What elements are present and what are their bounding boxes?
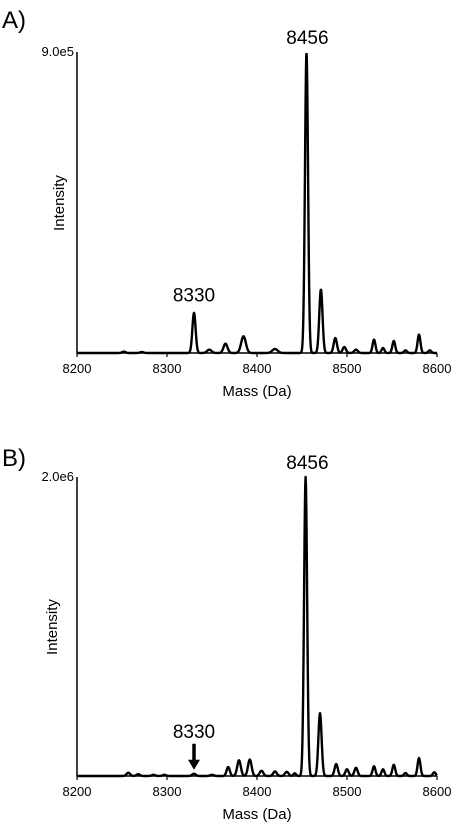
x-tick-label: 8600	[423, 361, 452, 376]
x-tick-label: 8600	[423, 784, 452, 799]
x-tick-label: 8200	[63, 361, 92, 376]
panel-label: B)	[2, 445, 26, 472]
panel-label: A)	[2, 7, 26, 34]
y-max-label: 2.0e6	[41, 469, 74, 484]
x-tick-label: 8400	[243, 361, 272, 376]
spectrum-trace	[76, 52, 438, 355]
peak-label: 8330	[173, 722, 215, 743]
x-tick-label: 8300	[153, 784, 182, 799]
y-axis-title: Intensity	[51, 175, 68, 231]
panel-b: B) 2.0e6 8200 8300 8400 8500 8600 Mass (Da) Inte…	[2, 445, 451, 823]
x-axis-title: Mass (Da)	[222, 383, 291, 400]
x-axis-title: Mass (Da)	[222, 806, 291, 823]
peak-label: 8330	[173, 286, 215, 307]
peak-label: 8456	[286, 28, 328, 49]
x-tick-label: 8500	[333, 784, 362, 799]
x-tick-label: 8300	[153, 361, 182, 376]
arrow-head-icon	[188, 759, 200, 770]
y-axis-title: Intensity	[44, 599, 61, 655]
panel-a: A) 9.0e5 8200 8300 8400 8500 8600 Mass (Da) Inte…	[2, 7, 451, 400]
x-tick-label: 8400	[243, 784, 272, 799]
x-tick-label: 8200	[63, 784, 92, 799]
y-max-label: 9.0e5	[41, 44, 74, 59]
peak-label: 8456	[286, 453, 328, 474]
spectrum-trace	[76, 475, 438, 778]
x-tick-label: 8500	[333, 361, 362, 376]
